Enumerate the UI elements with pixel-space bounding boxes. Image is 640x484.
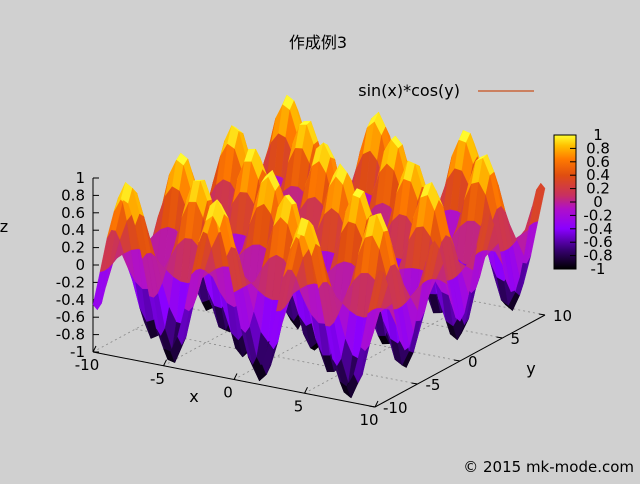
- colorbar-tick-label: -0.6: [583, 233, 612, 251]
- colorbar: 10.80.60.40.20-0.2-0.4-0.6-0.8-1: [553, 126, 613, 278]
- colorbar-tick-label: 0: [593, 193, 603, 211]
- y-tick-mark: [496, 336, 503, 339]
- z-tick-label: 1: [75, 169, 85, 187]
- z-tick-label: -1: [70, 343, 85, 361]
- y-tick-label: -10: [383, 399, 408, 417]
- colorbar-tick-label: -1: [591, 260, 606, 278]
- colorbar-tick-label: -0.4: [583, 220, 612, 238]
- y-tick-label: 5: [511, 330, 521, 348]
- x-tick-label: -10: [75, 356, 100, 374]
- y-axis-label: y: [526, 359, 535, 378]
- z-axis-label: z: [0, 217, 8, 236]
- z-tick-label: 0.6: [61, 204, 85, 222]
- x-tick-label: 5: [294, 397, 304, 415]
- z-tick-label: 0.8: [61, 186, 85, 204]
- z-axis: 10.80.60.40.20-0.2-0.4-0.6-0.8-1: [56, 169, 99, 361]
- x-tick-mark: [92, 345, 97, 353]
- y-tick-mark: [538, 313, 546, 316]
- legend: sin(x)*cos(y): [358, 81, 534, 100]
- colorbar-tick-label: 0.6: [586, 153, 610, 171]
- z-tick-label: 0: [75, 256, 85, 274]
- y-tick-label: 10: [553, 307, 572, 325]
- colorbar-tick-label: 0.2: [586, 180, 610, 198]
- colorbar-tick-label: 0.8: [586, 139, 610, 157]
- z-tick-label: -0.2: [56, 273, 85, 291]
- x-axis-ticks: -10 -5 0 5 10: [75, 345, 379, 429]
- colorbar-tick-label: 1: [593, 126, 603, 144]
- z-tick-label: 0.4: [61, 221, 85, 239]
- surface-facet: [367, 270, 380, 314]
- z-tick-label: 0.2: [61, 239, 85, 257]
- legend-label: sin(x)*cos(y): [358, 81, 460, 100]
- z-tick-label: -0.6: [56, 308, 85, 326]
- x-axis-label: x: [189, 387, 198, 406]
- z-tick-label: -0.8: [56, 326, 85, 344]
- x-tick-mark: [163, 359, 167, 366]
- colorbar-tick-label: 0.4: [586, 166, 610, 184]
- copyright-text: © 2015 mk-mode.com: [463, 458, 634, 476]
- z-tick-label: -0.4: [56, 291, 85, 309]
- y-tick-mark: [368, 405, 376, 408]
- x-tick-mark: [374, 400, 379, 408]
- colorbar-tick-label: -0.8: [583, 247, 612, 265]
- chart-title: 作成例3: [289, 33, 347, 52]
- surface-mesh: [92, 94, 546, 399]
- y-tick-label: 0: [468, 353, 478, 371]
- y-tick-mark: [453, 359, 461, 362]
- colorbar-tick-label: -0.2: [583, 206, 612, 224]
- x-tick-mark: [304, 387, 308, 394]
- x-tick-label: -5: [150, 370, 165, 388]
- x-tick-label: 0: [223, 384, 233, 402]
- x-tick-label: 10: [359, 411, 378, 429]
- x-tick-mark: [233, 373, 238, 380]
- colorbar-ticks: 10.80.60.40.20-0.2-0.4-0.6-0.8-1: [570, 126, 613, 278]
- y-tick-label: -5: [426, 376, 441, 394]
- y-tick-mark: [411, 382, 418, 385]
- y-axis-ticks: -10 -5 0 5 10: [368, 307, 572, 417]
